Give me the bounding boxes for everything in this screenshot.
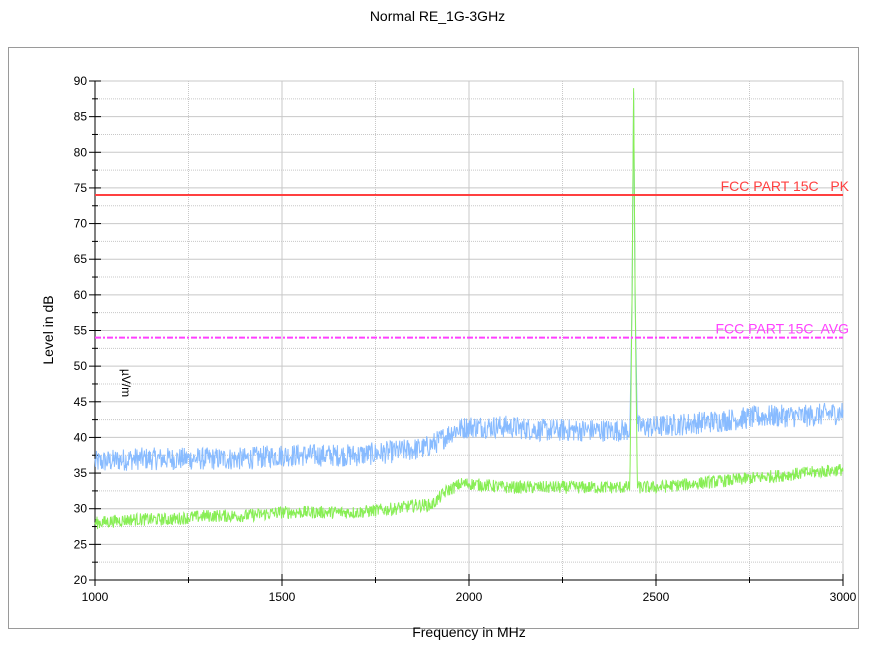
y-tick-label: 90	[74, 74, 88, 88]
limit-label-1: FCC PART 15C AVG	[715, 321, 849, 337]
y-tick-label: 30	[74, 502, 88, 516]
y-axis-title: Level in dB	[40, 295, 56, 364]
y-axis-unit: µV/m	[119, 369, 133, 397]
grid	[94, 80, 844, 581]
axes	[89, 80, 844, 586]
y-tick-label: 60	[74, 288, 88, 302]
limit-label-0: FCC PART 15C PK	[721, 178, 850, 194]
y-tick-label: 70	[74, 217, 88, 231]
limit-lines: FCC PART 15C PK FCC PART 15C AVG	[95, 178, 850, 339]
x-tick-label: 1500	[269, 590, 296, 604]
x-axis-title: Frequency in MHz	[412, 624, 526, 640]
y-tick-label: 50	[74, 359, 88, 373]
x-tick-label: 1000	[82, 590, 109, 604]
y-tick-label: 40	[74, 430, 88, 444]
chart-title: Normal RE_1G-3GHz	[369, 8, 506, 24]
series-line-1	[94, 88, 844, 530]
y-tick-label: 55	[74, 324, 88, 338]
data-series	[94, 88, 844, 530]
x-tick-label: 3000	[830, 590, 857, 604]
y-tick-label: 35	[74, 466, 88, 480]
y-tick-label: 85	[74, 110, 88, 124]
y-tick-label: 80	[74, 145, 88, 159]
x-tick-label: 2000	[456, 590, 483, 604]
y-tick-label: 65	[74, 252, 88, 266]
tick-labels: 20 25 30 35 40 45 50 55 60 65 70 75 80 85 90 1000 1500 20…	[74, 74, 857, 604]
plot-frame	[8, 47, 859, 629]
y-tick-label: 25	[74, 537, 88, 551]
y-tick-label: 20	[74, 573, 88, 587]
y-tick-label: 75	[74, 181, 88, 195]
x-tick-label: 2500	[643, 590, 670, 604]
y-tick-label: 45	[74, 395, 88, 409]
